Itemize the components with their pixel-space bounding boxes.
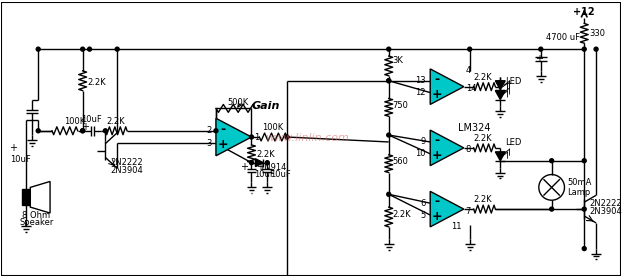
Circle shape bbox=[582, 159, 586, 163]
Text: Gain: Gain bbox=[251, 101, 279, 111]
Text: 750: 750 bbox=[392, 101, 409, 110]
Circle shape bbox=[104, 129, 107, 133]
Text: 1N914: 1N914 bbox=[259, 163, 287, 172]
Text: 100K: 100K bbox=[263, 123, 284, 132]
Text: +: + bbox=[80, 122, 89, 132]
Text: Speaker: Speaker bbox=[19, 219, 53, 227]
Polygon shape bbox=[216, 118, 251, 156]
Circle shape bbox=[214, 129, 218, 133]
Text: 7: 7 bbox=[466, 207, 471, 215]
Polygon shape bbox=[30, 182, 50, 213]
Polygon shape bbox=[256, 159, 263, 167]
Text: +: + bbox=[9, 143, 16, 153]
Text: 10: 10 bbox=[414, 149, 425, 158]
Text: 3: 3 bbox=[207, 139, 212, 148]
Text: LED: LED bbox=[506, 77, 522, 86]
Text: 3K: 3K bbox=[392, 56, 404, 66]
Text: +: + bbox=[432, 88, 443, 101]
Circle shape bbox=[36, 129, 40, 133]
Text: 4: 4 bbox=[466, 66, 471, 75]
Circle shape bbox=[582, 207, 586, 211]
Text: 500K: 500K bbox=[227, 98, 248, 107]
Text: LM324: LM324 bbox=[458, 123, 491, 133]
Text: 4700 uF: 4700 uF bbox=[546, 33, 580, 42]
Text: -: - bbox=[220, 123, 225, 136]
Text: 2.2K: 2.2K bbox=[392, 210, 411, 219]
Text: 5: 5 bbox=[420, 210, 425, 220]
Text: +: + bbox=[256, 162, 264, 172]
Text: 8: 8 bbox=[466, 145, 471, 154]
Text: +: + bbox=[535, 54, 543, 64]
Text: -: - bbox=[435, 134, 440, 147]
Text: Lamp: Lamp bbox=[568, 188, 591, 197]
Circle shape bbox=[80, 129, 85, 133]
Text: 8 Ohm: 8 Ohm bbox=[22, 210, 50, 220]
Text: +: + bbox=[241, 162, 249, 172]
Circle shape bbox=[582, 47, 586, 51]
Text: 1: 1 bbox=[254, 133, 260, 142]
Text: 2N3904: 2N3904 bbox=[589, 207, 622, 215]
Circle shape bbox=[387, 79, 391, 83]
Text: www.linlin.com: www.linlin.com bbox=[265, 133, 349, 143]
Text: 10uF: 10uF bbox=[270, 170, 291, 179]
Text: 2N2222: 2N2222 bbox=[589, 199, 622, 208]
Text: +12: +12 bbox=[573, 7, 595, 17]
Circle shape bbox=[468, 47, 472, 51]
Text: 560: 560 bbox=[392, 157, 409, 166]
Polygon shape bbox=[430, 130, 463, 166]
Circle shape bbox=[582, 247, 586, 250]
Circle shape bbox=[87, 47, 92, 51]
Polygon shape bbox=[430, 191, 463, 227]
Text: +: + bbox=[432, 149, 443, 162]
Circle shape bbox=[249, 161, 254, 165]
Text: 6: 6 bbox=[420, 199, 425, 208]
Circle shape bbox=[115, 47, 119, 51]
Text: +: + bbox=[432, 210, 443, 223]
Text: 2.2K: 2.2K bbox=[106, 117, 124, 126]
Circle shape bbox=[539, 47, 543, 51]
Text: LED: LED bbox=[506, 138, 522, 147]
Circle shape bbox=[265, 161, 269, 165]
Text: 2N2222: 2N2222 bbox=[111, 158, 143, 167]
Circle shape bbox=[550, 159, 554, 163]
Circle shape bbox=[550, 207, 554, 211]
Text: 10uF: 10uF bbox=[10, 155, 31, 164]
Polygon shape bbox=[430, 69, 463, 105]
Circle shape bbox=[36, 47, 40, 51]
Text: 330: 330 bbox=[589, 29, 605, 38]
Circle shape bbox=[249, 135, 254, 139]
Text: 2.2K: 2.2K bbox=[87, 78, 106, 87]
Circle shape bbox=[285, 135, 289, 139]
Circle shape bbox=[387, 47, 391, 51]
Polygon shape bbox=[495, 152, 506, 161]
Text: 12: 12 bbox=[414, 88, 425, 97]
Bar bbox=[23, 189, 30, 205]
Text: 11: 11 bbox=[451, 222, 461, 231]
Text: 10uF: 10uF bbox=[254, 170, 275, 179]
Polygon shape bbox=[495, 81, 506, 90]
Text: 9: 9 bbox=[420, 137, 425, 147]
Circle shape bbox=[387, 79, 391, 83]
Text: 10uF: 10uF bbox=[81, 115, 102, 124]
Text: 14: 14 bbox=[466, 84, 476, 93]
Text: 2.2K: 2.2K bbox=[474, 195, 492, 204]
Circle shape bbox=[80, 129, 85, 133]
Text: 100K: 100K bbox=[64, 117, 85, 126]
Text: -: - bbox=[435, 195, 440, 208]
Text: 2: 2 bbox=[207, 126, 212, 135]
Text: 2.2K: 2.2K bbox=[256, 150, 275, 159]
Text: 2N3904: 2N3904 bbox=[111, 166, 143, 175]
Text: +: + bbox=[217, 138, 228, 152]
Text: -: - bbox=[435, 73, 440, 86]
Circle shape bbox=[80, 47, 85, 51]
Circle shape bbox=[594, 47, 598, 51]
Polygon shape bbox=[495, 91, 506, 100]
Text: 50mA: 50mA bbox=[568, 178, 592, 187]
Circle shape bbox=[387, 192, 391, 196]
Text: 2.2K: 2.2K bbox=[474, 134, 492, 143]
Circle shape bbox=[387, 133, 391, 137]
Text: 2.2K: 2.2K bbox=[474, 73, 492, 82]
Text: 13: 13 bbox=[414, 76, 425, 85]
